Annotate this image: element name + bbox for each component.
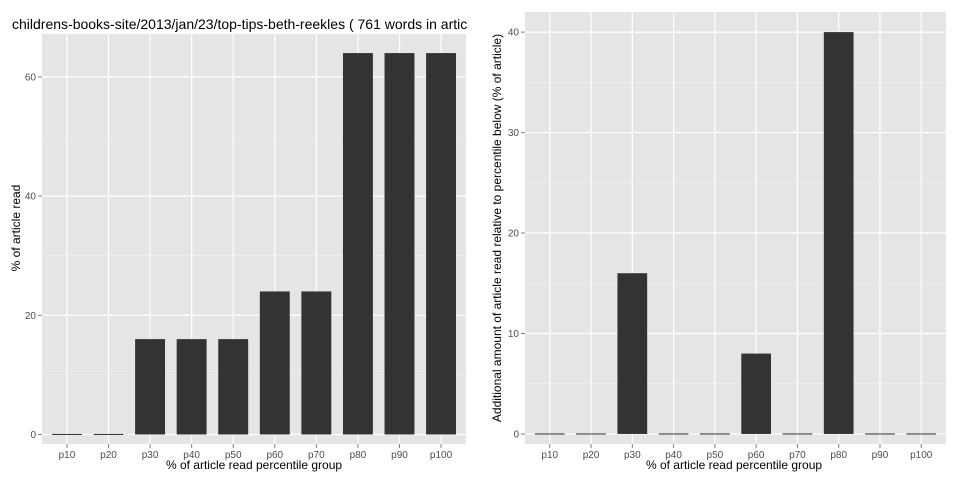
y-tick-label: 10 (508, 329, 520, 340)
left-chart: 0 20 40 60 p10 p20 p30 p40 p50 p60 p70 p80 p90 p100 ch… (9, 16, 467, 472)
y-tick-label: 30 (508, 128, 520, 139)
y-tick-label: 0 (30, 430, 36, 441)
bar-p20 (93, 433, 124, 435)
x-tick-label: p60 (266, 450, 283, 461)
x-tick-label: p100 (910, 450, 933, 461)
bar-p80 (823, 32, 854, 434)
x-tick-label: p30 (142, 450, 159, 461)
plot-panel (525, 12, 946, 444)
y-tick-label: 40 (25, 192, 37, 203)
x-tick-label: p90 (872, 450, 889, 461)
bar-p90 (384, 53, 415, 435)
bar-p70 (782, 433, 813, 435)
bar-p40 (658, 433, 689, 435)
x-tick-label: p40 (665, 450, 682, 461)
bar-p90 (865, 433, 895, 435)
x-tick-label: p70 (789, 450, 806, 461)
right-chart: 0 10 20 30 40 p10 p20 p30 p40 p50 p60 p70 p80 p90 p100… (490, 12, 946, 472)
x-tick-label: p80 (830, 450, 847, 461)
x-tick-label: p50 (225, 450, 242, 461)
y-tick-label: 20 (508, 229, 520, 240)
y-axis-title: Additional amount of article read relati… (490, 34, 504, 422)
bar-p20 (576, 433, 606, 435)
bar-p50 (700, 433, 730, 435)
bar-p60 (741, 353, 771, 434)
x-axis-title: % of article read percentile group (166, 458, 342, 472)
bar-p70 (301, 291, 332, 435)
x-axis-title: % of article read percentile group (646, 458, 822, 472)
y-tick-label: 20 (25, 311, 37, 322)
bar-p100 (906, 433, 937, 435)
chart-title: childrens-books-site/2013/jan/23/top-tip… (12, 16, 467, 32)
y-tick-label: 60 (25, 72, 37, 83)
bar-p10 (51, 433, 82, 435)
x-tick-label: p30 (624, 450, 641, 461)
y-tick-label: 0 (513, 429, 519, 440)
x-tick-label: p10 (541, 450, 558, 461)
x-tick-label: p100 (430, 450, 453, 461)
x-tick-label: p20 (583, 450, 600, 461)
y-axis-title: % of article read (9, 185, 23, 272)
bar-p50 (218, 339, 249, 435)
x-tick-label: p40 (183, 450, 200, 461)
bar-p60 (259, 291, 290, 435)
x-tick-label: p50 (707, 450, 724, 461)
bar-p100 (426, 53, 457, 435)
y-tick-label: 40 (508, 28, 520, 39)
bar-p30 (617, 273, 648, 434)
x-tick-label: p70 (308, 450, 325, 461)
bar-p80 (342, 53, 373, 435)
x-tick-label: p80 (350, 450, 367, 461)
x-tick-label: p60 (748, 450, 765, 461)
x-tick-label: p90 (391, 450, 408, 461)
bar-p30 (135, 339, 166, 435)
x-tick-label: p10 (59, 450, 76, 461)
bar-p10 (534, 433, 565, 435)
x-tick-label: p20 (100, 450, 117, 461)
bar-p40 (176, 339, 207, 435)
